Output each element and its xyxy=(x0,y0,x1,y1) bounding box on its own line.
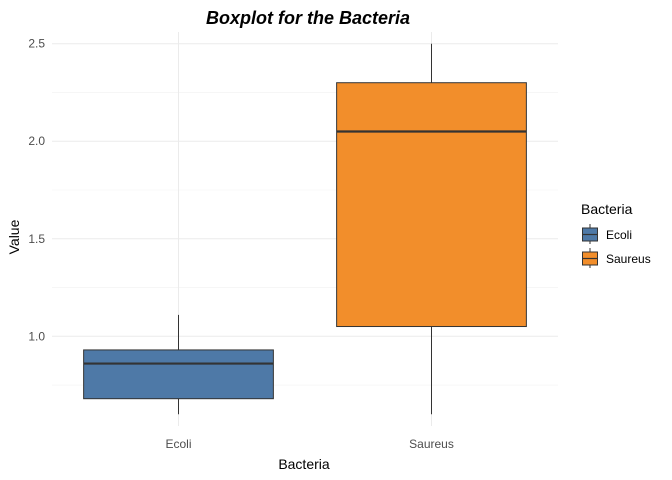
y-tick-label: 1.0 xyxy=(28,329,45,343)
box-body xyxy=(83,349,274,400)
x-axis-title: Bacteria xyxy=(278,456,330,472)
y-axis-title: Value xyxy=(6,219,22,254)
x-tick-labels: Ecoli Saureus xyxy=(165,437,453,451)
x-tick-label: Saureus xyxy=(409,437,454,451)
y-tick-label: 1.5 xyxy=(28,232,45,246)
box-body xyxy=(336,82,527,328)
legend-label-ecoli: Ecoli xyxy=(606,228,632,242)
legend-title: Bacteria xyxy=(581,201,633,217)
box-ecoli xyxy=(83,314,274,415)
box-saureus xyxy=(336,43,527,415)
x-tick-label: Ecoli xyxy=(165,437,191,451)
box-group xyxy=(83,43,527,415)
y-tick-labels: 1.0 1.5 2.0 2.5 xyxy=(28,37,45,344)
legend-label-saureus: Saureus xyxy=(606,252,651,266)
chart-title: Boxplot for the Bacteria xyxy=(206,8,410,28)
y-tick-label: 2.0 xyxy=(28,134,45,148)
legend: Bacteria Ecoli Saureus xyxy=(581,201,651,268)
y-tick-label: 2.5 xyxy=(28,37,45,51)
